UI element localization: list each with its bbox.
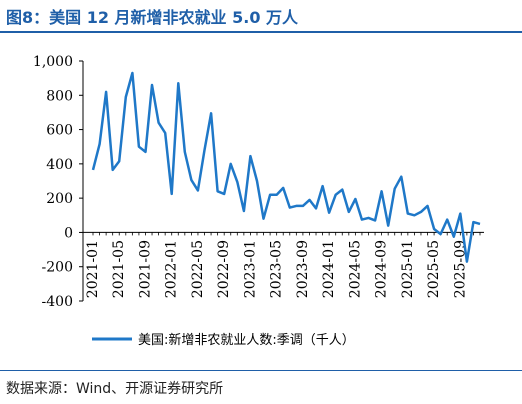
x-tick-label: 2021-09 bbox=[137, 240, 153, 298]
x-tick-label: 2021-05 bbox=[111, 240, 127, 298]
x-tick-label: 2024-09 bbox=[374, 240, 390, 298]
x-tick-label: 2024-01 bbox=[321, 240, 337, 298]
title-rule bbox=[0, 31, 522, 33]
y-tick-label: 200 bbox=[46, 191, 73, 207]
y-tick-label: -400 bbox=[42, 294, 73, 310]
x-tick-label: 2025-05 bbox=[426, 240, 442, 298]
legend: 美国:新增非农就业人数:季调（千人） bbox=[92, 332, 355, 348]
y-tick-label: 600 bbox=[46, 123, 73, 139]
x-tick-label: 2022-09 bbox=[216, 240, 232, 298]
y-tick-label: 1,000 bbox=[33, 54, 73, 70]
x-axis: 2021-01 2021-05 2021-09 2022-01 2022-05 2022-… bbox=[83, 231, 484, 298]
y-tick-label: 0 bbox=[64, 225, 73, 241]
series-line bbox=[91, 71, 481, 263]
x-tick-label: 2025-09 bbox=[452, 240, 468, 298]
y-axis: -400 -200 0 200 400 600 800 1,000 bbox=[33, 54, 84, 310]
y-tick-label: -200 bbox=[42, 260, 73, 276]
x-tick-label: 2022-01 bbox=[164, 240, 180, 298]
x-tick-label: 2021-01 bbox=[85, 240, 101, 298]
x-tick-label: 2023-01 bbox=[242, 240, 258, 298]
y-tick-label: 800 bbox=[46, 88, 73, 104]
x-tick-label: 2023-09 bbox=[295, 240, 311, 298]
figure-title: 图8：美国 12 月新增非农就业 5.0 万人 bbox=[6, 8, 299, 27]
y-tick-label: 400 bbox=[46, 157, 73, 173]
x-tick-label: 2024-05 bbox=[347, 240, 363, 298]
source-note: 数据来源：Wind、开源证券研究所 bbox=[6, 381, 224, 397]
x-tick-label: 2023-05 bbox=[269, 240, 285, 298]
series-layer bbox=[91, 71, 481, 263]
x-tick-label: 2022-05 bbox=[190, 240, 206, 298]
source-rule bbox=[0, 370, 522, 371]
legend-label: 美国:新增非农就业人数:季调（千人） bbox=[138, 332, 355, 348]
x-tick-label: 2025-01 bbox=[400, 240, 416, 298]
